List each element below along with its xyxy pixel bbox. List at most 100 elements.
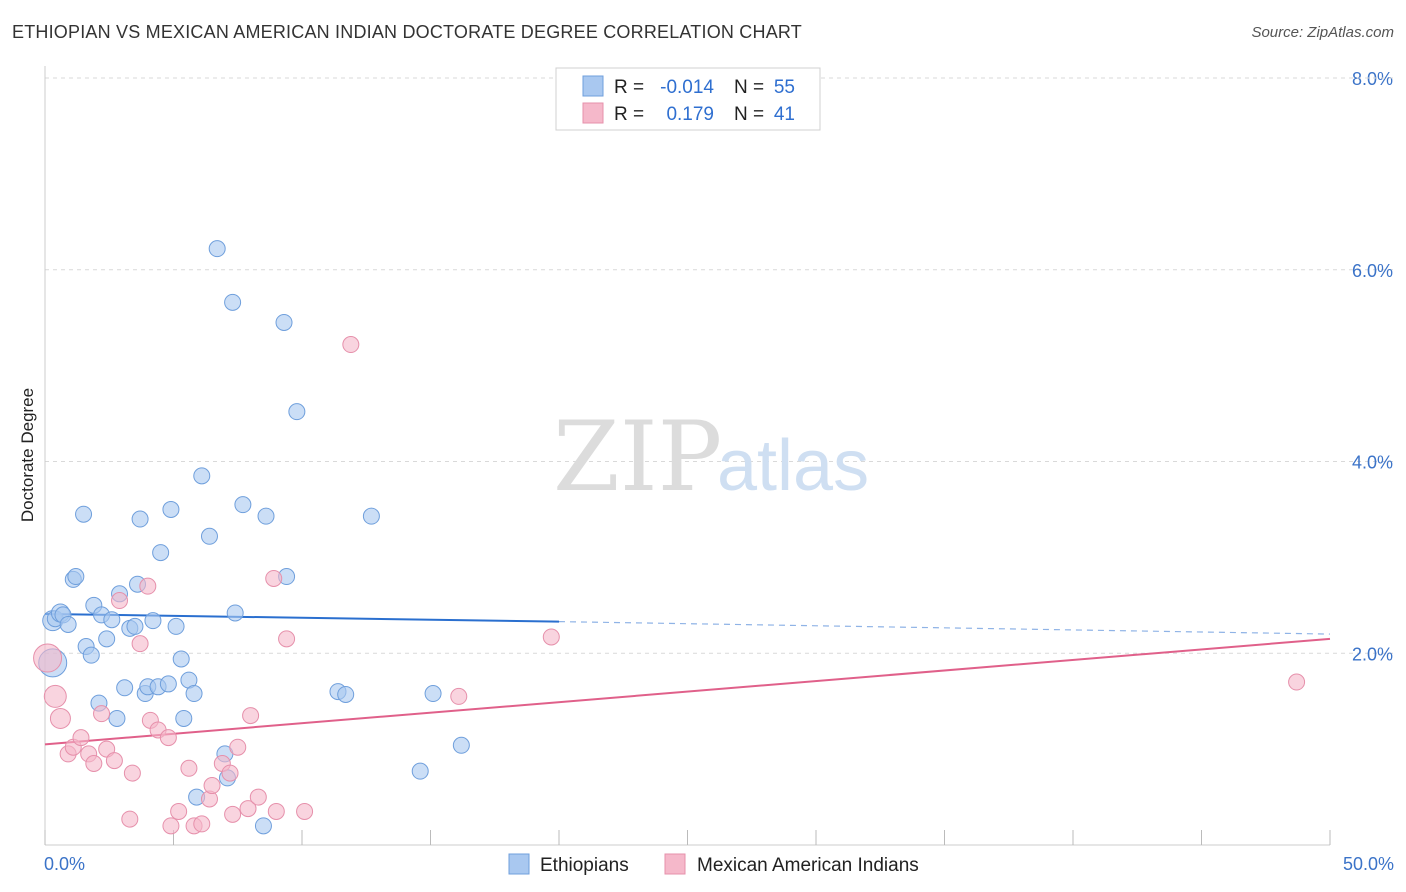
point-ethiopians <box>159 675 177 693</box>
point-ethiopians <box>275 313 293 331</box>
point-mexican-american-indians <box>221 764 239 782</box>
point-mexican-american-indians <box>105 752 123 770</box>
point-ethiopians <box>167 617 185 635</box>
grid-lines: 2.0% 4.0% 6.0% 8.0% <box>45 69 1394 664</box>
x-tick-label-min: 0.0% <box>44 854 85 874</box>
legend-swatch-ethiopians <box>582 75 604 97</box>
point-ethiopians <box>175 709 193 727</box>
legend-r-label: R = <box>614 77 644 98</box>
point-mexican-american-indians <box>224 805 242 823</box>
point-mexican-american-indians <box>121 810 139 828</box>
point-mexican-american-indians <box>542 628 560 646</box>
series-legend-swatch-mexican-american-indians <box>664 853 686 875</box>
point-ethiopians <box>98 630 116 648</box>
point-mexican-american-indians <box>193 815 211 833</box>
series-legend-swatch-ethiopians <box>508 853 530 875</box>
point-ethiopians <box>131 510 149 528</box>
legend-n-value: 41 <box>774 104 795 125</box>
point-mexican-american-indians <box>93 705 111 723</box>
point-mexican-american-indians <box>242 707 260 725</box>
point-ethiopians <box>411 762 429 780</box>
point-ethiopians <box>224 293 242 311</box>
series-legend-label-mexican-american-indians: Mexican American Indians <box>697 855 919 876</box>
stats-legend: R = -0.014 N = 55 R = 0.179 N = 41 <box>555 67 821 131</box>
point-mexican-american-indians <box>203 777 221 795</box>
data-points <box>33 240 1306 835</box>
point-mexican-american-indians <box>111 592 129 610</box>
point-ethiopians <box>59 615 77 633</box>
point-ethiopians <box>75 505 93 523</box>
chart-source: Source: ZipAtlas.com <box>1251 24 1394 41</box>
point-mexican-american-indians <box>170 802 188 820</box>
point-ethiopians <box>126 617 144 635</box>
point-ethiopians <box>162 500 180 518</box>
point-ethiopians <box>200 527 218 545</box>
series-legend: Ethiopians Mexican American Indians <box>508 853 919 876</box>
series-legend-label-ethiopians: Ethiopians <box>540 855 629 876</box>
point-mexican-american-indians <box>43 684 67 708</box>
chart-title: ETHIOPIAN VS MEXICAN AMERICAN INDIAN DOC… <box>12 22 802 42</box>
point-ethiopians <box>82 646 100 664</box>
point-ethiopians <box>116 679 134 697</box>
x-tick-label-max: 50.0% <box>1343 854 1394 874</box>
trend-lines <box>44 612 1331 746</box>
legend-n-label: N = <box>734 77 764 98</box>
axes <box>44 66 1331 846</box>
point-ethiopians <box>337 685 355 703</box>
point-mexican-american-indians <box>450 687 468 705</box>
legend-r-label: R = <box>614 104 644 125</box>
point-mexican-american-indians <box>162 817 180 835</box>
point-ethiopians <box>254 817 272 835</box>
trend-line-ethiopians-extension <box>558 621 1331 635</box>
point-mexican-american-indians <box>85 755 103 773</box>
legend-r-value: 0.179 <box>666 104 714 125</box>
point-ethiopians <box>208 240 226 258</box>
point-mexican-american-indians <box>229 738 247 756</box>
point-ethiopians <box>362 507 380 525</box>
point-ethiopians <box>67 568 85 586</box>
legend-swatch-mexican-american-indians <box>582 102 604 124</box>
point-mexican-american-indians <box>33 643 63 673</box>
point-mexican-american-indians <box>180 759 198 777</box>
y-tick-label: 8.0% <box>1352 69 1393 89</box>
point-ethiopians <box>172 650 190 668</box>
point-ethiopians <box>226 604 244 622</box>
point-mexican-american-indians <box>265 569 283 587</box>
point-mexican-american-indians <box>249 788 267 806</box>
y-tick-label: 6.0% <box>1352 261 1393 281</box>
y-tick-label: 2.0% <box>1352 644 1393 664</box>
legend-n-label: N = <box>734 104 764 125</box>
point-mexican-american-indians <box>123 764 141 782</box>
point-ethiopians <box>234 496 252 514</box>
watermark-zip: ZIP <box>553 401 722 513</box>
point-mexican-american-indians <box>131 635 149 653</box>
trend-line-ethiopians <box>44 612 560 623</box>
point-mexican-american-indians <box>267 802 285 820</box>
watermark: ZIP atlas <box>553 401 869 513</box>
trend-line-mexican-american-indians <box>44 637 1331 746</box>
point-ethiopians <box>103 611 121 629</box>
point-mexican-american-indians <box>239 800 257 818</box>
y-axis-label: Doctorate Degree <box>18 388 37 522</box>
legend-r-value: -0.014 <box>660 77 714 98</box>
point-mexican-american-indians <box>49 707 71 729</box>
point-mexican-american-indians <box>296 802 314 820</box>
point-ethiopians <box>424 685 442 703</box>
point-mexican-american-indians <box>278 630 296 648</box>
point-ethiopians <box>257 507 275 525</box>
point-mexican-american-indians <box>1288 673 1306 691</box>
point-mexican-american-indians <box>72 729 90 747</box>
point-ethiopians <box>152 544 170 562</box>
point-ethiopians <box>193 467 211 485</box>
y-tick-label: 4.0% <box>1352 453 1393 473</box>
legend-n-value: 55 <box>774 77 795 98</box>
point-ethiopians <box>108 709 126 727</box>
point-ethiopians <box>144 612 162 630</box>
point-mexican-american-indians <box>139 577 157 595</box>
point-mexican-american-indians <box>342 336 360 354</box>
point-ethiopians <box>452 736 470 754</box>
point-mexican-american-indians <box>159 729 177 747</box>
point-ethiopians <box>185 685 203 703</box>
point-ethiopians <box>288 403 306 421</box>
